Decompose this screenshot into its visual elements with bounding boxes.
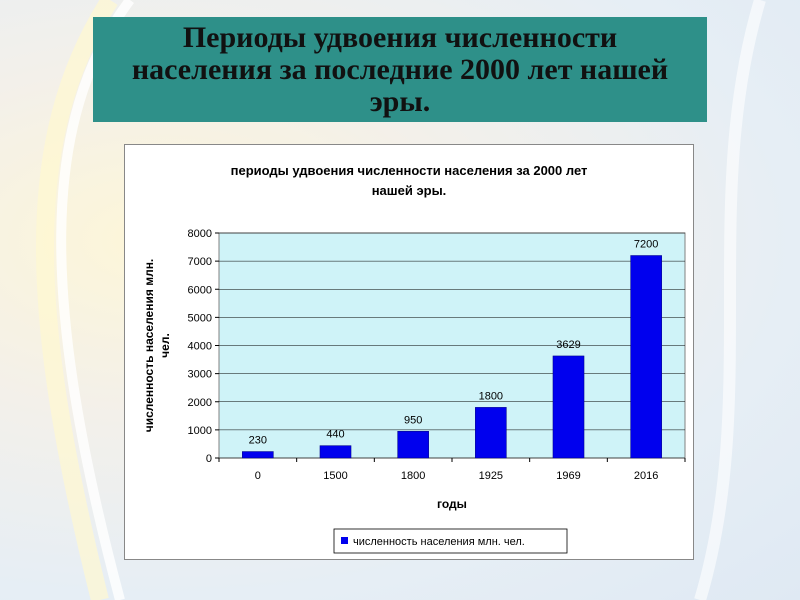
bar [319, 445, 352, 459]
y-tick-label: 6000 [188, 284, 212, 296]
bar [630, 255, 662, 459]
legend-box [333, 528, 568, 554]
data-label: 3629 [556, 339, 580, 351]
y-axis-label-line: численность населения млн. [142, 259, 156, 433]
bar [475, 407, 507, 459]
data-label: 230 [249, 435, 267, 447]
y-tick-label: 2000 [188, 397, 212, 409]
x-tick-label: 2016 [634, 470, 658, 482]
bar [397, 431, 429, 459]
bar [552, 355, 585, 459]
data-label: 950 [404, 414, 422, 426]
data-label: 440 [326, 429, 344, 441]
y-tick-label: 7000 [188, 256, 212, 268]
x-tick-label: 1969 [556, 470, 580, 482]
y-tick-label: 0 [206, 453, 212, 465]
x-axis-label: годы [437, 497, 467, 511]
x-tick-label: 1800 [401, 470, 425, 482]
slide-title-box: Периоды удвоения численности населения з… [93, 17, 707, 122]
y-axis-label-line: чел. [158, 333, 172, 358]
legend-label: численность населения млн. чел. [353, 536, 525, 548]
y-tick-label: 3000 [188, 369, 212, 381]
slide-title: Периоды удвоения численности населения з… [131, 20, 669, 118]
legend-swatch [341, 537, 348, 544]
y-tick-label: 1000 [188, 425, 212, 437]
chart-title-line: периоды удвоения численности населения з… [231, 163, 588, 178]
y-tick-label: 5000 [188, 312, 212, 324]
x-tick-label: 1925 [479, 470, 503, 482]
chart-container: периоды удвоения численности населения з… [124, 144, 694, 560]
x-tick-label: 1500 [323, 470, 347, 482]
data-label: 7200 [634, 239, 658, 251]
bar-chart: периоды удвоения численности населения з… [142, 163, 686, 554]
bar [242, 451, 274, 459]
y-tick-label: 8000 [188, 228, 212, 240]
data-label: 1800 [479, 390, 503, 402]
y-tick-label: 4000 [188, 341, 212, 353]
x-tick-label: 0 [255, 470, 261, 482]
chart-title-line: нашей эры. [372, 183, 447, 198]
